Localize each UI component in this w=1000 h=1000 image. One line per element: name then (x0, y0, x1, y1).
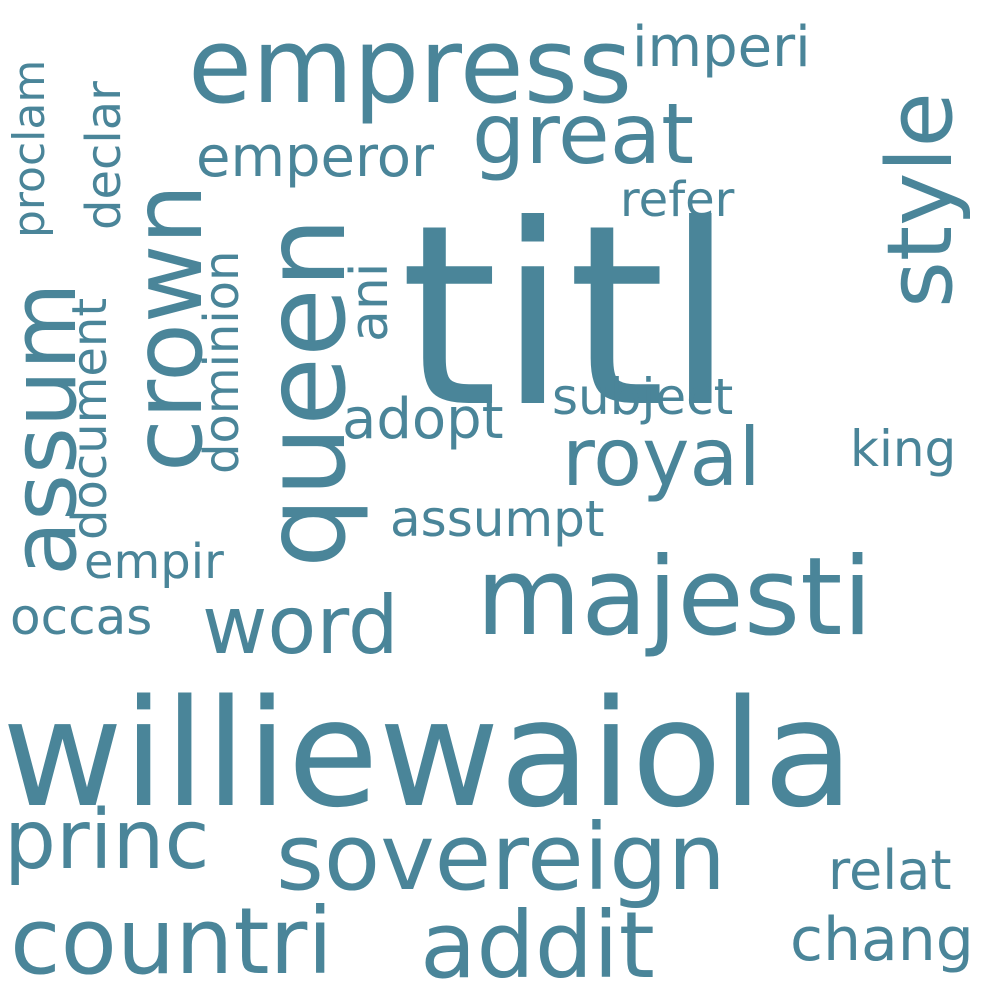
word-titl: titl (400, 171, 735, 462)
word-subject: subject (552, 368, 734, 426)
word-proclam: proclam (4, 59, 55, 238)
word-great: great (472, 85, 695, 183)
word-princ: princ (4, 793, 210, 888)
word-imperi: imperi (632, 15, 811, 80)
word-williewaiola: williewaiola (2, 668, 854, 840)
word-style: style (868, 92, 973, 308)
word-emperor: emperor (196, 125, 435, 190)
word-adopt: adopt (342, 387, 504, 452)
word-empress: empress (188, 5, 633, 127)
word-dominion: dominion (194, 250, 250, 474)
word-majesti: majesti (476, 535, 873, 660)
word-relat: relat (828, 839, 952, 902)
word-refer: refer (620, 172, 735, 228)
word-document: document (62, 297, 118, 540)
word-countri: countri (10, 888, 333, 995)
word-king: king (850, 420, 957, 478)
word-word: word (202, 579, 399, 672)
word-sovereign: sovereign (276, 804, 726, 911)
word-addit: addit (420, 892, 655, 999)
word-occas: occas (10, 588, 153, 646)
word-declar: declar (76, 81, 132, 230)
word-ani: ani (340, 262, 400, 342)
word-empir: empir (84, 534, 224, 590)
word-assumpt: assumpt (390, 490, 605, 548)
word-royal: royal (562, 411, 761, 504)
word-chang: chang (790, 905, 974, 975)
